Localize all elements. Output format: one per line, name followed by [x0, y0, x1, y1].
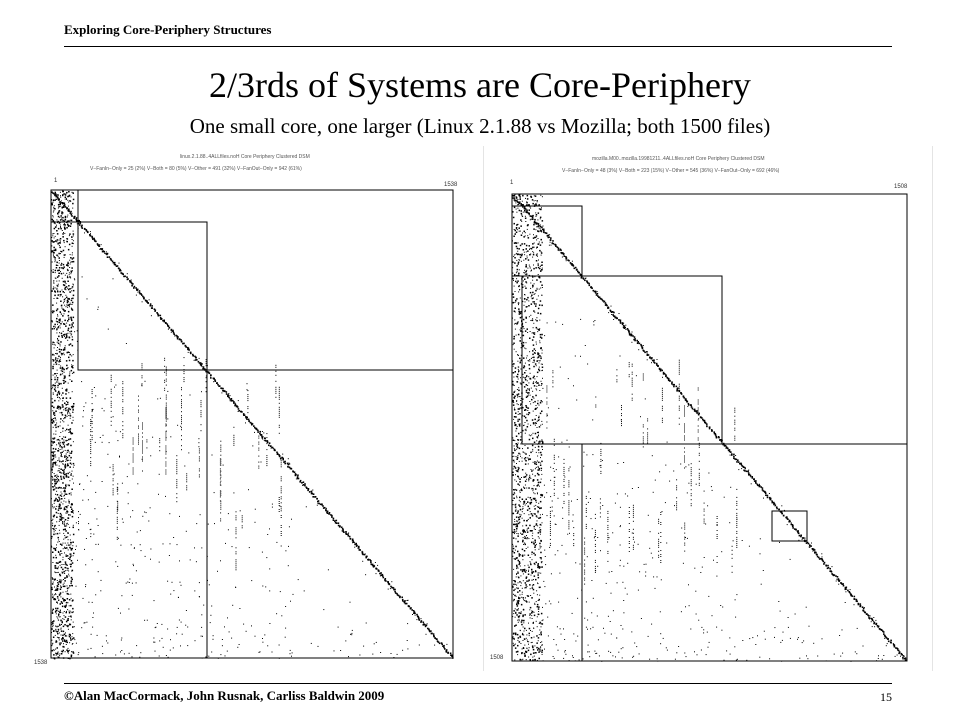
slide-subtitle: One small core, one larger (Linux 2.1.88…	[189, 114, 771, 138]
linux-dsm-caption: linux.2.1.88..4ALLfiles.noH Core Periphe…	[180, 154, 310, 160]
mozilla-dsm-dependency-marks	[512, 194, 908, 662]
linux-dsm-corner-top-right: 1538	[444, 182, 458, 188]
linux-dsm-cluster-box	[206, 369, 454, 659]
linux-dsm-stats: V−FanIn−Only = 25 (2%) V−Both = 80 (5%) …	[90, 166, 302, 172]
header-rule	[64, 46, 892, 47]
mozilla-dsm-cluster-box	[581, 443, 908, 662]
mozilla-dsm-cluster-box	[521, 275, 723, 445]
mozilla-dsm-cluster-box	[771, 510, 808, 542]
mozilla-dsm-caption: mozilla.M00..mozilla.19981211..4ALLfiles…	[592, 156, 765, 162]
linux-dsm-figure: linux.2.1.88..4ALLfiles.noH Core Periphe…	[32, 146, 469, 671]
linux-dsm-cluster-box	[50, 189, 79, 223]
mozilla-dsm-corner-top-left: 1	[510, 180, 514, 186]
linux-dsm-corner-top-left: 1	[54, 178, 58, 184]
mozilla-dsm-figure: mozilla.M00..mozilla.19981211..4ALLfiles…	[483, 146, 933, 671]
slide-title: 2/3rds of Systems are Core-Periphery	[209, 65, 751, 105]
mozilla-dsm-matrix	[511, 193, 908, 662]
mozilla-dsm-stats: V−FanIn−Only = 48 (3%) V−Both = 223 (15%…	[562, 168, 780, 174]
linux-dsm-dependency-marks	[51, 190, 454, 660]
footer-rule	[64, 683, 892, 684]
footer-copyright: ©Alan MacCormack, John Rusnak, Carliss B…	[64, 688, 385, 703]
header-title: Exploring Core-Periphery Structures	[64, 22, 272, 37]
mozilla-dsm-corner-bottom-left: 1508	[490, 655, 504, 661]
page-number: 15	[880, 690, 892, 704]
linux-dsm-corner-bottom-left: 1538	[34, 660, 48, 666]
linux-dsm-matrix	[50, 189, 454, 660]
mozilla-dsm-corner-top-right: 1508	[894, 184, 908, 190]
